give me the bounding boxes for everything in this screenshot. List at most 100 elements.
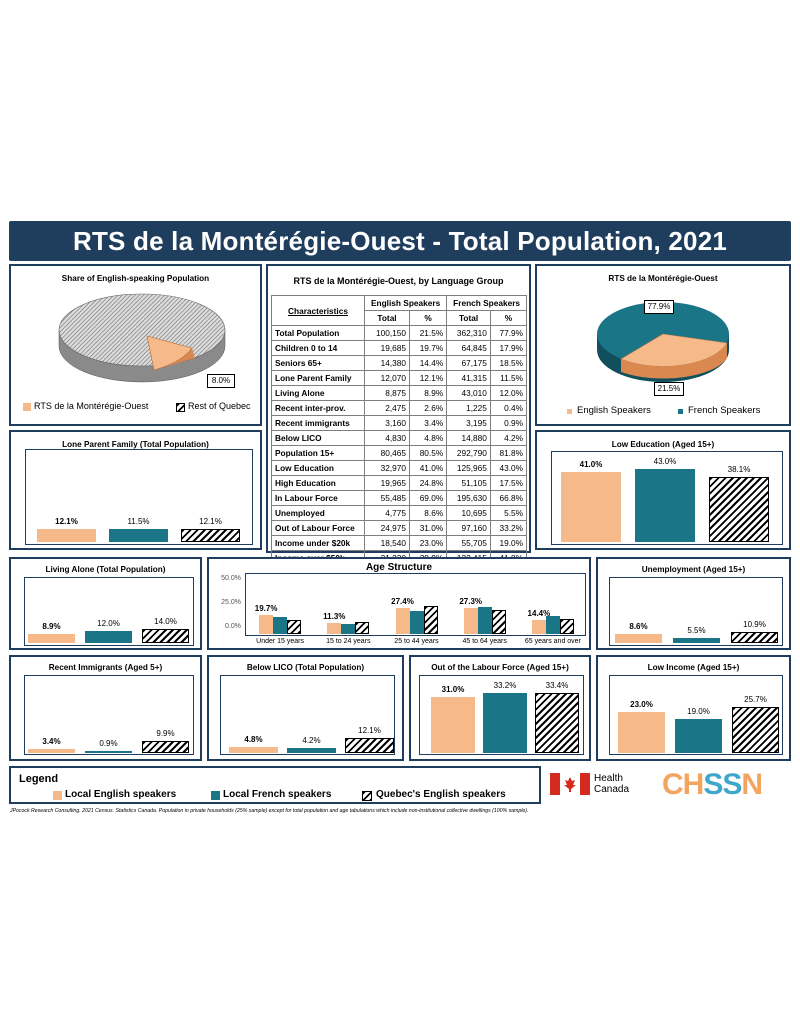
table-cell: 5.5% [489, 505, 528, 521]
table-cell: 24,975 [363, 520, 411, 536]
table-cell: 12,070 [363, 370, 411, 386]
alone-bar-french [85, 631, 132, 643]
alone-label-english: 8.9% [42, 622, 61, 632]
table-cell: 32,970 [363, 460, 411, 476]
table-cell: 18,540 [363, 535, 411, 551]
alone-bar-english [28, 634, 75, 643]
table-row-label: Recent inter-prov. [271, 400, 365, 416]
lowedu-bar-quebec [709, 477, 769, 542]
age-bar-english [531, 620, 546, 634]
lang-pie [597, 302, 729, 382]
table-row: Low Education 32,970 41.0% 125,965 43.0% [271, 460, 528, 476]
recent-immigrants-panel: Recent Immigrants (Aged 5+) 3.4% 0.9% 9.9% [9, 655, 202, 761]
lowinc-label-quebec: 25.7% [744, 694, 767, 704]
table-row-label: Low Education [271, 460, 365, 476]
table-row: Children 0 to 14 19,685 19.7% 64,845 17.9% [271, 340, 528, 356]
legend-title: Legend [19, 773, 59, 785]
immig-bar-french [85, 751, 132, 753]
table-cell: 3,160 [363, 415, 411, 431]
olf-bar-quebec [535, 692, 579, 753]
header-banner: RTS de la Montérégie-Ouest - Total Popul… [9, 221, 791, 261]
share-legend-swatch-b [176, 403, 185, 412]
table-cell: 14,380 [363, 355, 411, 371]
footnote: JPocock Research Consulting. 2021 Census… [10, 808, 529, 814]
table-row: Unemployed 4,775 8.6% 10,695 5.5% [271, 505, 528, 521]
hc-line-2: Canada [594, 784, 630, 795]
table-cell: 77.9% [489, 325, 528, 341]
lone-title: Lone Parent Family (Total Population) [62, 440, 209, 449]
table-row-label: Income under $20k [271, 535, 365, 551]
table-row-label: In Labour Force [271, 490, 365, 506]
lang-label-en: 21.5% [654, 382, 684, 396]
table-cell: 0.4% [489, 400, 528, 416]
age-ytick: 25.0% [221, 599, 241, 606]
age-bar-quebec [423, 605, 438, 634]
share-legend-a: RTS de la Montérégie-Ouest [34, 401, 149, 411]
table-cell: 51,105 [446, 475, 491, 491]
table-cell: 55,485 [363, 490, 411, 506]
unemp-plot-area [609, 577, 783, 646]
out-of-labour-panel: Out of the Labour Force (Aged 15+) 31.0% 3… [409, 655, 591, 761]
table-cell: 64,845 [446, 340, 491, 356]
immig-label-english: 3.4% [42, 736, 61, 746]
lone-bar-french [109, 529, 168, 542]
table-cell: 11.5% [489, 370, 528, 386]
share-legend-b: Rest of Quebec [188, 401, 251, 411]
age-label: 27.4% [391, 596, 414, 606]
olf-title: Out of the Labour Force (Aged 15+) [431, 663, 569, 672]
age-label: 27.3% [459, 596, 483, 606]
health-canada-text: Health Canada [594, 773, 629, 795]
alone-label-french: 12.0% [97, 619, 120, 628]
table-cell: 69.0% [409, 490, 448, 506]
table-cell: 43,010 [446, 385, 491, 401]
table-cell: 66.8% [489, 490, 528, 506]
age-bar-french [341, 624, 356, 634]
table-row-label: Children 0 to 14 [271, 340, 365, 356]
lowedu-label-english: 41.0% [579, 460, 603, 470]
table-cell: 55,705 [446, 535, 491, 551]
unemp-label-quebec: 10.9% [743, 620, 766, 630]
table-cell: 17.9% [489, 340, 528, 356]
table-row: Seniors 65+ 14,380 14.4% 67,175 18.5% [271, 355, 528, 371]
age-bar-french [545, 616, 560, 634]
low-income-panel: Low Income (Aged 15+) 23.0% 19.0% 25.7% [596, 655, 791, 761]
age-structure-panel: Age Structure 50.0% 25.0% 0.0% 19.7% Under … [207, 557, 591, 650]
data-table: Characteristics English Speakers French … [271, 295, 528, 566]
table-cell: 125,965 [446, 460, 491, 476]
below-lico-panel: Below LICO (Total Population) 4.8% 4.2% 12.… [207, 655, 404, 761]
age-bar-french [409, 610, 424, 634]
lico-bar-quebec [345, 738, 394, 753]
table-panel: RTS de la Montérégie-Ouest, by Language … [266, 264, 531, 566]
table-cell: 195,630 [446, 490, 491, 506]
lone-parent-panel: Lone Parent Family (Total Population) 12.… [9, 430, 262, 550]
table-row-label: Below LICO [271, 430, 365, 446]
legend-swatch-french [211, 791, 220, 800]
table-cell: 12.0% [489, 385, 528, 401]
unemp-label-english: 8.6% [629, 622, 648, 632]
table-cell: 292,790 [446, 445, 491, 461]
lico-label-quebec: 12.1% [358, 726, 381, 736]
age-label: 19.7% [254, 604, 278, 614]
table-cell: 14,880 [446, 430, 491, 446]
table-cell: 362,310 [446, 325, 491, 341]
legend-panel: Legend Local English speakers Local Fren… [9, 766, 541, 804]
table-row: Population 15+ 80,465 80.5% 292,790 81.8% [271, 445, 528, 461]
share-panel: Share of English-speaking Population 8.0… [9, 264, 262, 426]
table-row: Recent immigrants 3,160 3.4% 3,195 0.9% [271, 415, 528, 431]
lico-title: Below LICO (Total Population) [246, 663, 365, 672]
lang-legend-swatch-fr [678, 409, 683, 414]
table-cell: 2.6% [409, 400, 448, 416]
table-cell: 43.0% [489, 460, 528, 476]
age-xtick: Under 15 years [256, 638, 305, 645]
table-row-label: Lone Parent Family [271, 370, 365, 386]
immig-bar-quebec [142, 741, 189, 753]
lang-title: RTS de la Montérégie-Ouest [608, 274, 718, 283]
lowinc-label-english: 23.0% [630, 699, 653, 709]
table-row-label: Seniors 65+ [271, 355, 365, 371]
table-row-label: Unemployed [271, 505, 365, 521]
table-cell: 3.4% [409, 415, 448, 431]
lang-legend-en: English Speakers [577, 405, 651, 416]
share-pie [58, 293, 226, 383]
age-title: Age Structure [365, 562, 433, 573]
table-cell: 80,465 [363, 445, 411, 461]
